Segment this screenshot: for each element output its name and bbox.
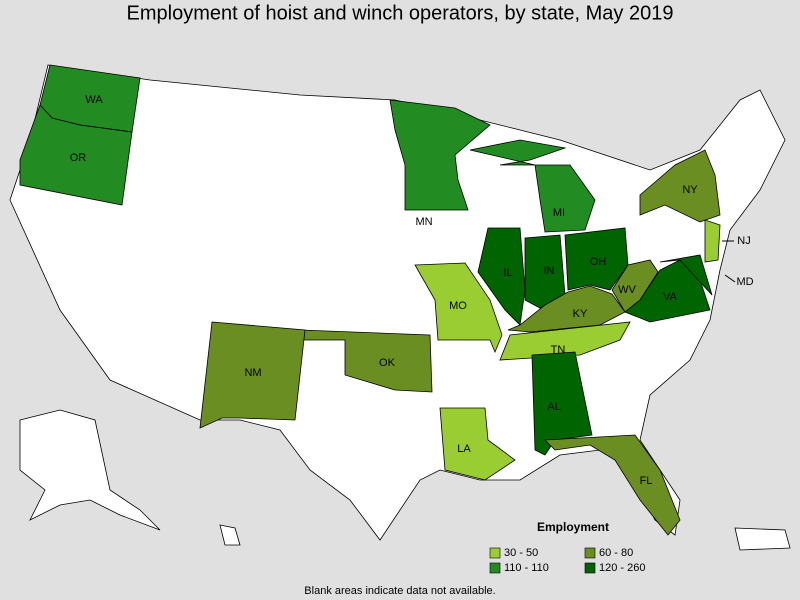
state-label: OK bbox=[379, 357, 396, 369]
state-label: NY bbox=[682, 184, 698, 196]
hawaii bbox=[219, 524, 241, 546]
alaska bbox=[19, 409, 161, 531]
legend-swatch bbox=[489, 547, 501, 559]
state-label: FL bbox=[640, 475, 653, 487]
state-label: IN bbox=[544, 265, 555, 277]
legend-label: 110 - 110 bbox=[504, 562, 549, 574]
state bbox=[564, 227, 629, 291]
state-label: NM bbox=[244, 367, 261, 379]
legend-swatch bbox=[584, 547, 596, 559]
state-label: MO bbox=[449, 300, 467, 312]
state-label: VA bbox=[663, 291, 678, 303]
legend-label: 120 - 260 bbox=[599, 562, 645, 574]
state bbox=[704, 219, 721, 263]
us-outline bbox=[9, 64, 786, 541]
puerto-rico bbox=[734, 527, 791, 551]
legend-swatch bbox=[584, 562, 596, 574]
state bbox=[414, 262, 503, 354]
leader-line bbox=[724, 274, 736, 283]
state bbox=[389, 99, 491, 211]
state bbox=[299, 329, 433, 393]
state-label: WV bbox=[618, 284, 636, 296]
state-label: IL bbox=[503, 267, 512, 279]
state-label: MD bbox=[736, 276, 753, 288]
legend-swatch bbox=[489, 562, 501, 574]
title: Employment of hoist and winch operators,… bbox=[127, 2, 674, 24]
state-label: LA bbox=[457, 443, 471, 455]
state-label: KY bbox=[573, 308, 588, 320]
legend-title: Employment bbox=[537, 520, 609, 534]
state-label: NJ bbox=[737, 235, 750, 247]
state bbox=[659, 254, 713, 296]
state bbox=[19, 104, 133, 206]
state-label: OR bbox=[70, 152, 87, 164]
legend-label: 30 - 50 bbox=[504, 547, 538, 559]
note: Blank areas indicate data not available. bbox=[304, 585, 495, 597]
state-label: OH bbox=[590, 256, 607, 268]
state bbox=[507, 285, 626, 333]
state bbox=[639, 149, 721, 223]
legend-label: 60 - 80 bbox=[599, 547, 633, 559]
state bbox=[544, 434, 681, 536]
state bbox=[469, 139, 596, 233]
state-label: AL bbox=[547, 401, 560, 413]
state-label: MI bbox=[553, 207, 565, 219]
state-label: MN bbox=[415, 216, 432, 228]
state-label: WA bbox=[85, 94, 103, 106]
state bbox=[439, 407, 516, 481]
state bbox=[199, 321, 306, 429]
